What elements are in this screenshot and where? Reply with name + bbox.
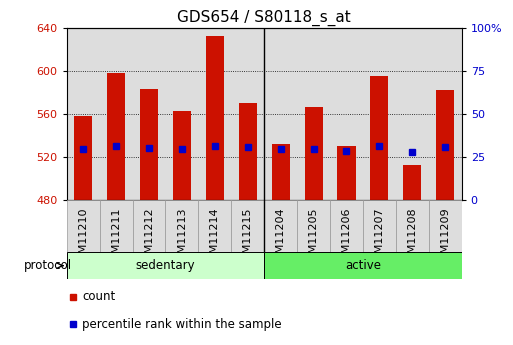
Bar <box>396 200 429 252</box>
Bar <box>396 28 429 200</box>
Bar <box>67 28 100 200</box>
Bar <box>74 116 92 200</box>
Text: GSM11210: GSM11210 <box>78 208 88 268</box>
Text: percentile rank within the sample: percentile rank within the sample <box>83 318 282 331</box>
Bar <box>370 76 388 200</box>
Bar <box>165 200 199 252</box>
Text: GSM11207: GSM11207 <box>374 208 384 268</box>
Text: protocol: protocol <box>24 259 72 272</box>
Bar <box>132 28 165 200</box>
Bar <box>429 200 462 252</box>
Text: GSM11209: GSM11209 <box>440 208 450 268</box>
Text: GSM11204: GSM11204 <box>275 208 286 268</box>
Bar <box>199 28 231 200</box>
Text: GSM11214: GSM11214 <box>210 208 220 268</box>
Bar <box>107 73 125 200</box>
Text: GSM11212: GSM11212 <box>144 208 154 268</box>
Bar <box>140 89 158 200</box>
Text: GSM11206: GSM11206 <box>342 208 351 268</box>
Bar <box>363 28 396 200</box>
Bar <box>429 28 462 200</box>
Bar <box>305 107 323 200</box>
Bar <box>436 90 455 200</box>
Bar <box>100 200 132 252</box>
Bar <box>271 144 290 200</box>
Title: GDS654 / S80118_s_at: GDS654 / S80118_s_at <box>177 10 351 26</box>
Bar <box>297 200 330 252</box>
Text: count: count <box>83 290 116 303</box>
Text: GSM11205: GSM11205 <box>309 208 319 268</box>
Text: GSM11215: GSM11215 <box>243 208 253 268</box>
Bar <box>264 252 462 279</box>
Text: GSM11213: GSM11213 <box>177 208 187 268</box>
Bar <box>67 200 100 252</box>
Bar <box>338 146 356 200</box>
Bar <box>264 28 297 200</box>
Text: active: active <box>345 259 381 272</box>
Bar <box>165 28 199 200</box>
Bar <box>173 111 191 200</box>
Bar <box>132 200 165 252</box>
Bar <box>67 252 264 279</box>
Bar <box>100 28 132 200</box>
Bar <box>330 200 363 252</box>
Bar <box>403 165 421 200</box>
Text: GSM11211: GSM11211 <box>111 208 121 268</box>
Bar <box>297 28 330 200</box>
Bar <box>231 28 264 200</box>
Bar <box>239 103 257 200</box>
Bar <box>206 36 224 200</box>
Bar <box>199 200 231 252</box>
Bar <box>231 200 264 252</box>
Bar <box>264 200 297 252</box>
Text: GSM11208: GSM11208 <box>407 208 417 268</box>
Bar <box>363 200 396 252</box>
Text: sedentary: sedentary <box>135 259 195 272</box>
Bar <box>330 28 363 200</box>
